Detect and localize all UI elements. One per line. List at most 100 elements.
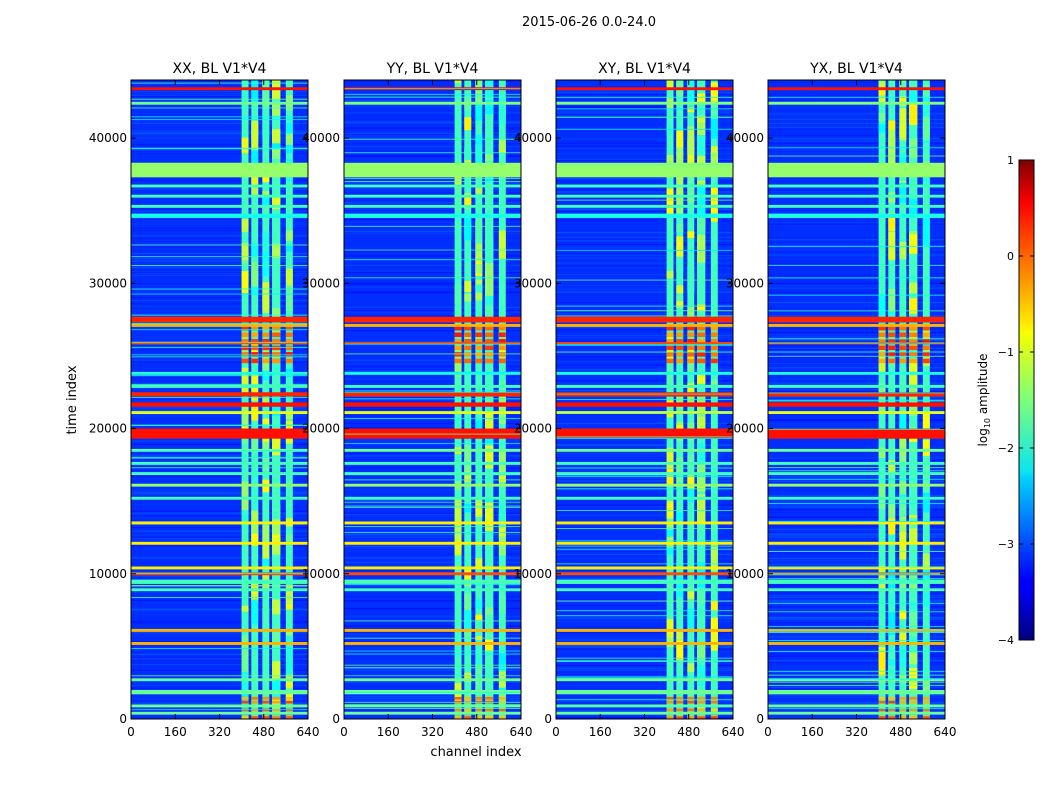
noise-line [768,544,945,546]
rfi-channel-patch [922,558,930,584]
noise-line [344,340,521,343]
x-tick-label: 480 [465,725,488,739]
rfi-channel-patch [475,185,483,194]
rfi-time-band [344,448,521,452]
noise-line [344,232,521,234]
rfi-thin-line [556,467,733,469]
hot-patch [241,696,249,700]
noise-line [768,596,945,599]
noise-line [556,604,733,606]
rfi-channel-patch [676,223,684,233]
rfi-channel-patch [697,645,706,662]
rfi-channel-patch [272,630,281,649]
hot-patch [262,700,270,704]
rfi-thin-line [768,626,945,628]
rfi-time-band [131,566,308,570]
x-tick-label: 640 [722,725,745,739]
rfi-thin-line [131,709,308,711]
rfi-channel-patch [710,617,718,634]
heatmap-image [131,80,308,719]
hot-patch [687,352,695,357]
rfi-time-band [556,204,733,208]
rfi-channel-patch [251,584,259,604]
rfi-time-band [556,642,733,645]
noise-line [768,115,945,117]
noise-line [131,286,308,289]
noise-line [556,505,733,508]
noise-line [344,132,521,135]
rfi-channel-patch [475,80,483,103]
noise-line [131,292,308,294]
noise-line [344,709,521,711]
heatmap-panel-yx: YX, BL V1*V4 0 160 320 480 640 0 10000 20000 3000… [726,61,957,739]
rfi-thin-line [768,611,945,613]
noise-line [131,204,308,206]
rfi-channel-band [899,80,907,719]
x-tick-label: 320 [421,725,444,739]
noise-line [768,545,945,547]
noise-line [768,375,945,377]
noise-line [556,698,733,700]
rfi-channel-patch [464,117,472,131]
noise-line [344,427,521,429]
rfi-time-band [131,579,308,584]
rfi-channel-patch [697,304,706,311]
noise-line [344,649,521,651]
noise-line [556,701,733,703]
rfi-time-band [131,428,308,439]
noise-line [556,374,733,376]
hot-patch [687,696,695,700]
noise-line [344,201,521,204]
noise-line [344,442,521,444]
rfi-channel-patch [676,640,684,662]
rfi-channel-patch [687,362,695,375]
rfi-thin-line [556,279,733,281]
rfi-channel-patch [241,403,249,427]
rfi-channel-patch [899,182,907,203]
rfi-channel-patch [666,410,674,418]
rfi-thin-line [131,256,308,258]
noise-line [556,470,733,472]
noise-line [768,595,945,597]
noise-line [131,443,308,446]
hot-patch [272,352,281,357]
hot-patch [285,339,293,344]
noise-line [131,608,308,610]
rfi-channel-patch [454,284,462,305]
noise-line [131,708,308,710]
hot-patch [888,325,896,331]
rfi-thin-line [344,417,521,419]
rfi-channel-patch [241,647,249,672]
x-tick-label: 640 [510,725,533,739]
hot-patch [676,696,684,700]
rfi-channel-patch [888,612,896,635]
rfi-channel-patch [687,587,695,599]
rfi-thin-line [556,393,733,395]
rfi-time-band [556,483,733,487]
rfi-channel-patch [909,609,918,636]
noise-line [344,155,521,158]
noise-line [131,510,308,512]
rfi-channel-patch [262,231,270,250]
rfi-channel-patch [262,542,270,569]
rfi-thin-line [131,396,308,398]
noise-line [768,652,945,655]
noise-line [768,476,945,478]
noise-line [768,239,945,241]
noise-line [556,620,733,623]
rfi-thin-line [556,660,733,662]
noise-line [556,390,733,392]
noise-line [556,524,733,526]
rfi-time-band [344,572,521,576]
noise-line [344,146,521,148]
noise-line [556,274,733,276]
rfi-thin-line [344,88,521,90]
noise-line [556,191,733,193]
noise-line [344,696,521,698]
noise-line [768,486,945,488]
noise-line [344,509,521,511]
rfi-time-band [768,642,945,645]
noise-line [131,383,308,385]
noise-line [556,495,733,497]
